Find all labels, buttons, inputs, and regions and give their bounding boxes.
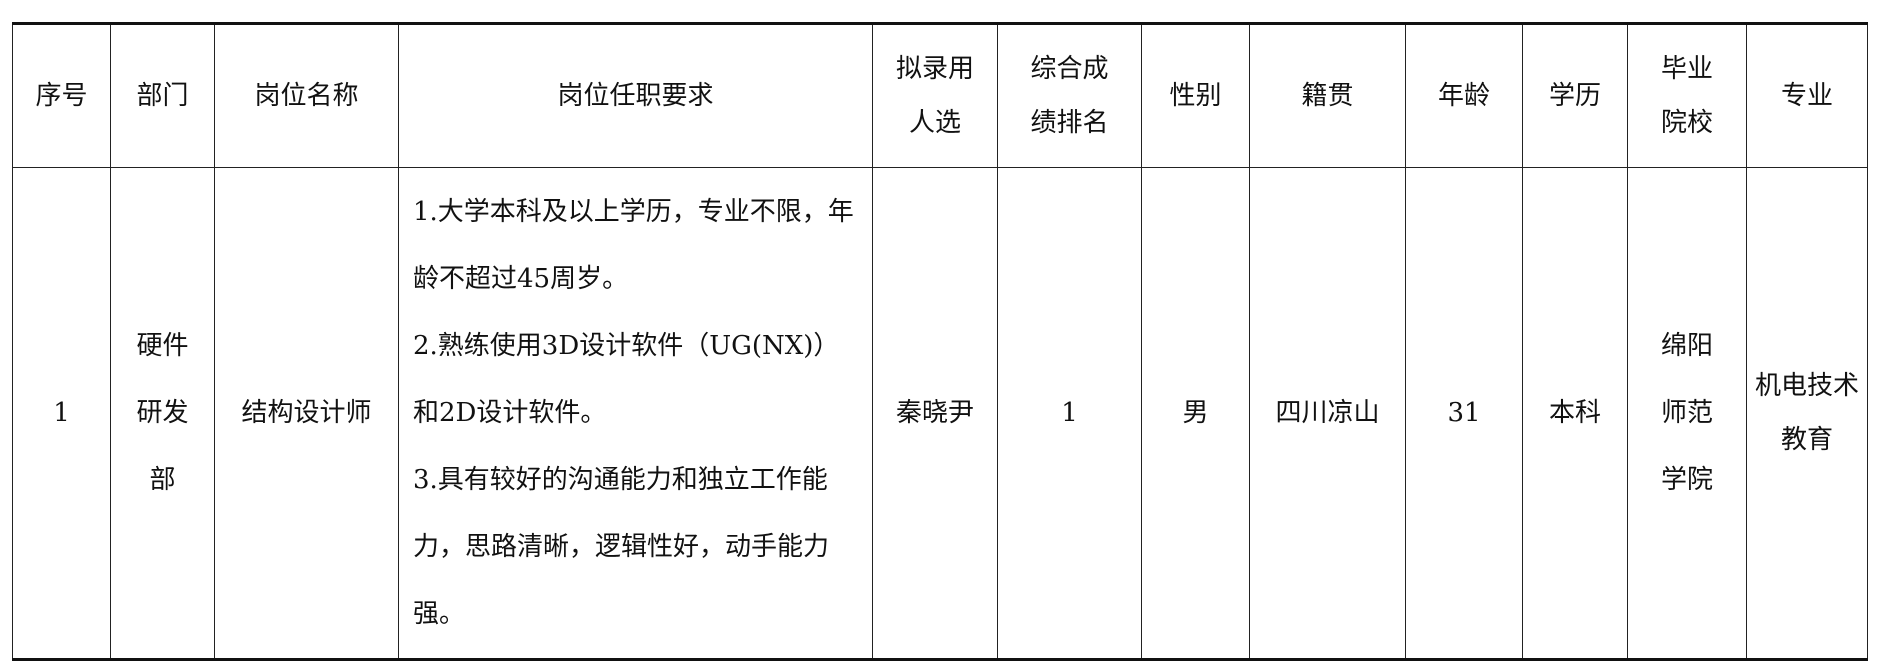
cell-rank: 1 — [997, 167, 1142, 660]
header-department: 部门 — [110, 23, 215, 168]
header-candidate: 拟录用人选 — [872, 23, 998, 168]
requirement-1: 1.大学本科及以上学历，专业不限，年龄不超过45周岁。 — [413, 196, 854, 294]
header-gender: 性别 — [1141, 23, 1250, 168]
header-age: 年龄 — [1405, 23, 1523, 168]
header-rank: 综合成绩排名 — [997, 23, 1142, 168]
cell-school: 绵阳师范学院 — [1627, 167, 1747, 660]
header-position: 岗位名称 — [214, 23, 399, 168]
header-requirements: 岗位任职要求 — [398, 23, 873, 168]
cell-requirements: 1.大学本科及以上学历，专业不限，年龄不超过45周岁。 2.熟练使用3D设计软件… — [398, 167, 873, 660]
requirement-2: 2.熟练使用3D设计软件（UG(NX)）和2D设计软件。 — [413, 330, 840, 428]
cell-hometown: 四川凉山 — [1249, 167, 1406, 660]
cell-candidate: 秦晓尹 — [872, 167, 998, 660]
cell-education: 本科 — [1522, 167, 1628, 660]
requirement-3: 3.具有较好的沟通能力和独立工作能力，思路清晰，逻辑性好，动手能力强。 — [413, 464, 830, 629]
cell-major: 机电技术教育 — [1746, 167, 1868, 660]
cell-age: 31 — [1405, 167, 1523, 660]
header-row: 序号 部门 岗位名称 岗位任职要求 拟录用人选 综合成绩排名 性别 籍贯 年龄 … — [12, 23, 1868, 168]
cell-index: 1 — [12, 167, 111, 660]
header-hometown: 籍贯 — [1249, 23, 1406, 168]
cell-position: 结构设计师 — [214, 167, 399, 660]
header-major: 专业 — [1746, 23, 1868, 168]
cell-gender: 男 — [1141, 167, 1250, 660]
header-index: 序号 — [12, 23, 111, 168]
candidate-table: 序号 部门 岗位名称 岗位任职要求 拟录用人选 综合成绩排名 性别 籍贯 年龄 … — [12, 22, 1868, 661]
header-school: 毕业院校 — [1627, 23, 1747, 168]
table-row: 1 硬件研发部 结构设计师 1.大学本科及以上学历，专业不限，年龄不超过45周岁… — [12, 167, 1868, 660]
header-education: 学历 — [1522, 23, 1628, 168]
cell-department: 硬件研发部 — [110, 167, 215, 660]
